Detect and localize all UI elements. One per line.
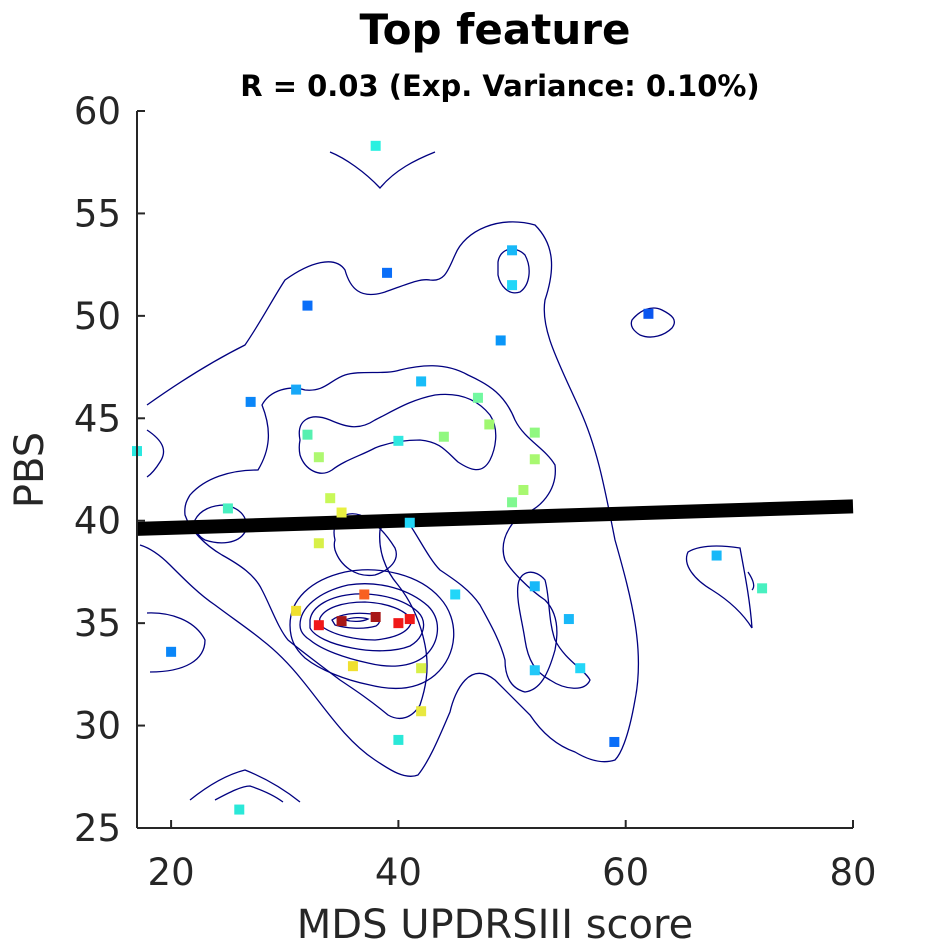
data-point xyxy=(484,419,495,430)
data-point xyxy=(222,503,233,514)
data-point xyxy=(529,427,540,438)
data-point xyxy=(370,611,381,622)
contour-right-island xyxy=(630,307,676,338)
contour-center-1 xyxy=(289,569,455,690)
data-point xyxy=(495,335,506,346)
data-point xyxy=(393,435,404,446)
data-point xyxy=(234,804,245,815)
density-contours xyxy=(139,151,755,803)
data-point xyxy=(393,734,404,745)
y-tick-label: 40 xyxy=(74,500,121,543)
regression-line xyxy=(136,499,854,536)
x-axis-label: MDS UPDRSIII score xyxy=(297,902,693,945)
data-point xyxy=(336,507,347,518)
data-point xyxy=(575,663,586,674)
y-tick-label: 55 xyxy=(74,192,121,235)
chart-title: Top feature xyxy=(360,5,631,54)
data-point xyxy=(416,376,427,387)
data-point xyxy=(529,665,540,676)
contour-center-3 xyxy=(309,593,425,652)
data-point xyxy=(325,493,336,504)
x-ticks: 20 40 60 80 xyxy=(148,820,877,894)
data-point xyxy=(507,245,518,256)
contour-bottom-hump-2 xyxy=(214,785,284,803)
axes xyxy=(136,111,853,829)
contour-right-col xyxy=(516,571,591,689)
y-tick-label: 45 xyxy=(74,397,121,440)
y-tick-label: 50 xyxy=(74,295,121,338)
data-point xyxy=(529,454,540,465)
data-point xyxy=(382,267,393,278)
data-point xyxy=(472,392,483,403)
data-point xyxy=(245,396,256,407)
x-tick-label: 60 xyxy=(602,851,649,894)
y-tick-label: 35 xyxy=(74,602,121,645)
data-point xyxy=(302,300,313,311)
data-point xyxy=(643,308,654,319)
y-tick-label: 25 xyxy=(74,807,121,850)
contour-mid-1 xyxy=(184,365,558,719)
data-point xyxy=(507,497,518,508)
data-point xyxy=(416,706,427,717)
data-point xyxy=(711,550,722,561)
data-point xyxy=(518,484,529,495)
contour-right-small xyxy=(747,571,755,591)
data-point xyxy=(404,614,415,625)
y-axis-label: PBS xyxy=(7,432,53,508)
contour-top-cap xyxy=(329,151,436,189)
chart-subtitle: R = 0.03 (Exp. Variance: 0.10%) xyxy=(240,69,759,103)
data-point xyxy=(166,646,177,657)
contour-left-bump xyxy=(146,612,206,673)
data-point xyxy=(529,581,540,592)
data-point xyxy=(450,589,461,600)
data-point xyxy=(313,452,324,463)
contour-center-2 xyxy=(299,583,439,667)
data-point xyxy=(302,429,313,440)
contour-left-mid xyxy=(146,429,165,478)
data-point xyxy=(313,620,324,631)
data-point xyxy=(291,384,302,395)
contour-center-6 xyxy=(343,616,370,623)
x-tick-label: 20 xyxy=(148,851,195,894)
data-point xyxy=(291,605,302,616)
contour-outer-main xyxy=(139,221,640,777)
data-point xyxy=(404,517,415,528)
y-ticks: 25 30 35 40 45 50 55 60 xyxy=(74,90,145,850)
y-tick-label: 30 xyxy=(74,705,121,748)
x-tick-label: 80 xyxy=(829,851,876,894)
data-point xyxy=(507,280,518,291)
data-point xyxy=(416,663,427,674)
data-point xyxy=(563,614,574,625)
contour-bottom-hump xyxy=(189,769,301,803)
data-point xyxy=(359,589,370,600)
data-point xyxy=(370,140,381,151)
data-point xyxy=(313,538,324,549)
data-point xyxy=(757,583,768,594)
data-point xyxy=(609,736,620,747)
contour-right-bump xyxy=(685,545,753,629)
y-tick-label: 60 xyxy=(74,90,121,133)
contour-mid-2 xyxy=(298,393,497,474)
data-point xyxy=(393,618,404,629)
data-point xyxy=(347,661,358,672)
data-point xyxy=(438,431,449,442)
data-point xyxy=(336,616,347,627)
x-tick-label: 40 xyxy=(375,851,422,894)
contour-inner-4 xyxy=(333,513,397,577)
